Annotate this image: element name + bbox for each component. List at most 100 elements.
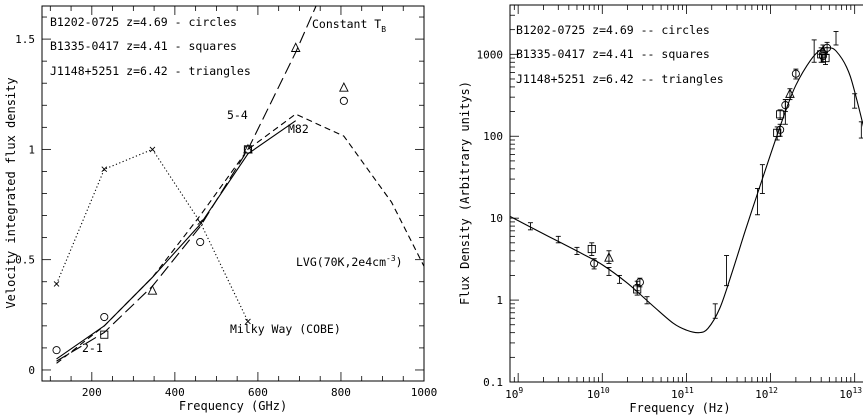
right-y-tick-label: 0.1 bbox=[483, 376, 503, 389]
right-y-tick-label: 10 bbox=[490, 212, 503, 225]
right-square-marker bbox=[587, 244, 596, 254]
left-y-tick-label: 0.5 bbox=[15, 254, 35, 267]
right-error-bar bbox=[555, 235, 561, 244]
left-cross-marker bbox=[149, 146, 156, 153]
left-x-tick-label: 200 bbox=[82, 386, 102, 399]
left-cross-marker-b bbox=[101, 166, 108, 173]
right-circle-marker bbox=[590, 259, 599, 268]
left-legend-entry-squares: B1335-0417 z=4.41 - squares bbox=[50, 39, 237, 53]
right-y-tick-label: 100 bbox=[483, 130, 503, 143]
right-triangle-marker bbox=[818, 45, 828, 55]
right-error-bar bbox=[606, 267, 612, 276]
left-series-lines bbox=[56, 5, 425, 364]
right-error-bar bbox=[574, 246, 580, 255]
right-series-markers bbox=[587, 41, 832, 296]
right-square-marker bbox=[773, 128, 782, 137]
left-dotted-line bbox=[56, 148, 249, 322]
right-y-tick-label: 1000 bbox=[477, 48, 504, 61]
right-x-tick-label: 1011 bbox=[671, 386, 694, 401]
left-cross-marker bbox=[245, 318, 251, 325]
left-cross-marker-b bbox=[53, 281, 60, 287]
left-annotations: Constant TB LVG(70K,2e4cm-3) M82 Milky W… bbox=[82, 17, 403, 355]
right-error-bar bbox=[616, 274, 622, 284]
lvg-label: LVG(70K,2e4cm-3) bbox=[296, 254, 403, 269]
right-error-bar bbox=[527, 222, 533, 231]
left-tick-marks bbox=[42, 6, 425, 381]
right-chart: 109 1010 1011 1012 1013 0.1 1 10 100 1000 Frequen… bbox=[458, 4, 863, 415]
left-y-tick-label: 0 bbox=[28, 364, 35, 377]
left-long-dash-line bbox=[56, 5, 317, 362]
right-triangle-marker bbox=[604, 251, 614, 262]
right-tick-marks bbox=[510, 5, 856, 382]
constant-tb-text: Constant T bbox=[312, 17, 381, 31]
m82-label: M82 bbox=[288, 122, 309, 136]
right-error-bar bbox=[833, 31, 839, 46]
lvg-text: LVG(70K,2e4cm bbox=[296, 255, 386, 269]
right-error-bar bbox=[755, 188, 761, 216]
right-x-tick-label: 109 bbox=[505, 386, 523, 401]
right-x-tick-label: 1012 bbox=[755, 386, 778, 401]
left-cross-marker-b bbox=[245, 318, 251, 325]
left-circle-marker bbox=[339, 96, 348, 105]
left-x-axis-label: Frequency (GHz) bbox=[179, 399, 287, 413]
left-triangle-marker bbox=[290, 42, 301, 52]
right-legend-entry-triangles: J1148+5251 z=6.42 -- triangles bbox=[516, 72, 724, 86]
left-cross-marker-b bbox=[149, 146, 156, 153]
right-legend-entry-circles: B1202-0725 z=4.69 -- circles bbox=[516, 23, 710, 37]
transition-21-label: 2-1 bbox=[82, 341, 103, 355]
right-triangle-marker bbox=[785, 88, 795, 98]
right-legend: B1202-0725 z=4.69 -- circles B1335-0417 … bbox=[516, 23, 724, 86]
right-error-bar bbox=[759, 164, 765, 194]
right-error-bar bbox=[852, 93, 858, 109]
left-triangle-marker bbox=[339, 82, 349, 92]
left-chart: 200 400 600 800 1000 0 0.5 1 1.5 Frequency (GHz)… bbox=[4, 5, 437, 413]
left-y-tick-label: 1 bbox=[28, 143, 35, 156]
right-model-curve bbox=[510, 47, 863, 334]
left-triangle-marker bbox=[147, 284, 158, 295]
left-legend: B1202-0725 z=4.69 - circles B1335-0417 z… bbox=[50, 15, 251, 78]
right-x-tick-label: 1010 bbox=[587, 386, 610, 401]
right-square-error-bar bbox=[589, 242, 595, 256]
right-y-axis-label: Flux Density (Arbitrary unitys) bbox=[458, 81, 472, 305]
left-x-tick-label: 800 bbox=[331, 386, 351, 399]
right-error-bar bbox=[712, 303, 718, 319]
right-error-bar bbox=[724, 255, 730, 287]
left-circle-marker bbox=[100, 312, 109, 322]
transition-54-label: 5-4 bbox=[227, 108, 248, 122]
left-x-tick-label: 400 bbox=[165, 386, 185, 399]
left-circle-marker bbox=[196, 237, 205, 247]
left-triangle-marker bbox=[243, 143, 253, 154]
left-y-tick-label: 1.5 bbox=[15, 33, 35, 46]
right-model-curve-group bbox=[510, 47, 863, 334]
left-tick-labels: 200 400 600 800 1000 0 0.5 1 1.5 bbox=[15, 33, 437, 399]
right-error-bar bbox=[858, 121, 863, 139]
left-series-markers bbox=[52, 42, 349, 355]
left-legend-entry-circles: B1202-0725 z=4.69 - circles bbox=[50, 15, 237, 29]
left-cross-marker bbox=[101, 166, 108, 173]
constant-tb-label: Constant TB bbox=[312, 17, 386, 34]
left-square-marker bbox=[100, 330, 109, 339]
right-circle-marker bbox=[791, 69, 800, 78]
right-circle-marker bbox=[776, 125, 785, 134]
right-error-points bbox=[527, 31, 863, 319]
left-solid-line bbox=[56, 120, 297, 360]
right-square-marker bbox=[776, 110, 785, 119]
left-short-dash-line bbox=[56, 113, 425, 364]
lvg-superscript: -3 bbox=[386, 254, 396, 263]
milky-way-label: Milky Way (COBE) bbox=[230, 322, 341, 336]
right-circle-marker bbox=[781, 101, 790, 110]
lvg-close: ) bbox=[396, 255, 403, 269]
left-x-tick-label: 1000 bbox=[411, 386, 438, 399]
right-error-bar bbox=[811, 39, 817, 63]
constant-tb-subscript: B bbox=[381, 25, 386, 34]
left-x-tick-label: 600 bbox=[248, 386, 268, 399]
left-legend-entry-triangles: J1148+5251 z=6.42 - triangles bbox=[50, 64, 251, 78]
right-x-axis-label: Frequency (Hz) bbox=[629, 401, 730, 415]
left-cross-marker bbox=[53, 281, 60, 287]
left-circle-marker bbox=[52, 346, 61, 355]
left-cross-marker bbox=[197, 219, 204, 225]
right-tick-labels: 109 1010 1011 1012 1013 0.1 1 10 100 1000 bbox=[477, 48, 863, 401]
left-cross-marker-b bbox=[197, 219, 204, 225]
right-legend-entry-squares: B1335-0417 z=4.41 -- squares bbox=[516, 47, 710, 61]
